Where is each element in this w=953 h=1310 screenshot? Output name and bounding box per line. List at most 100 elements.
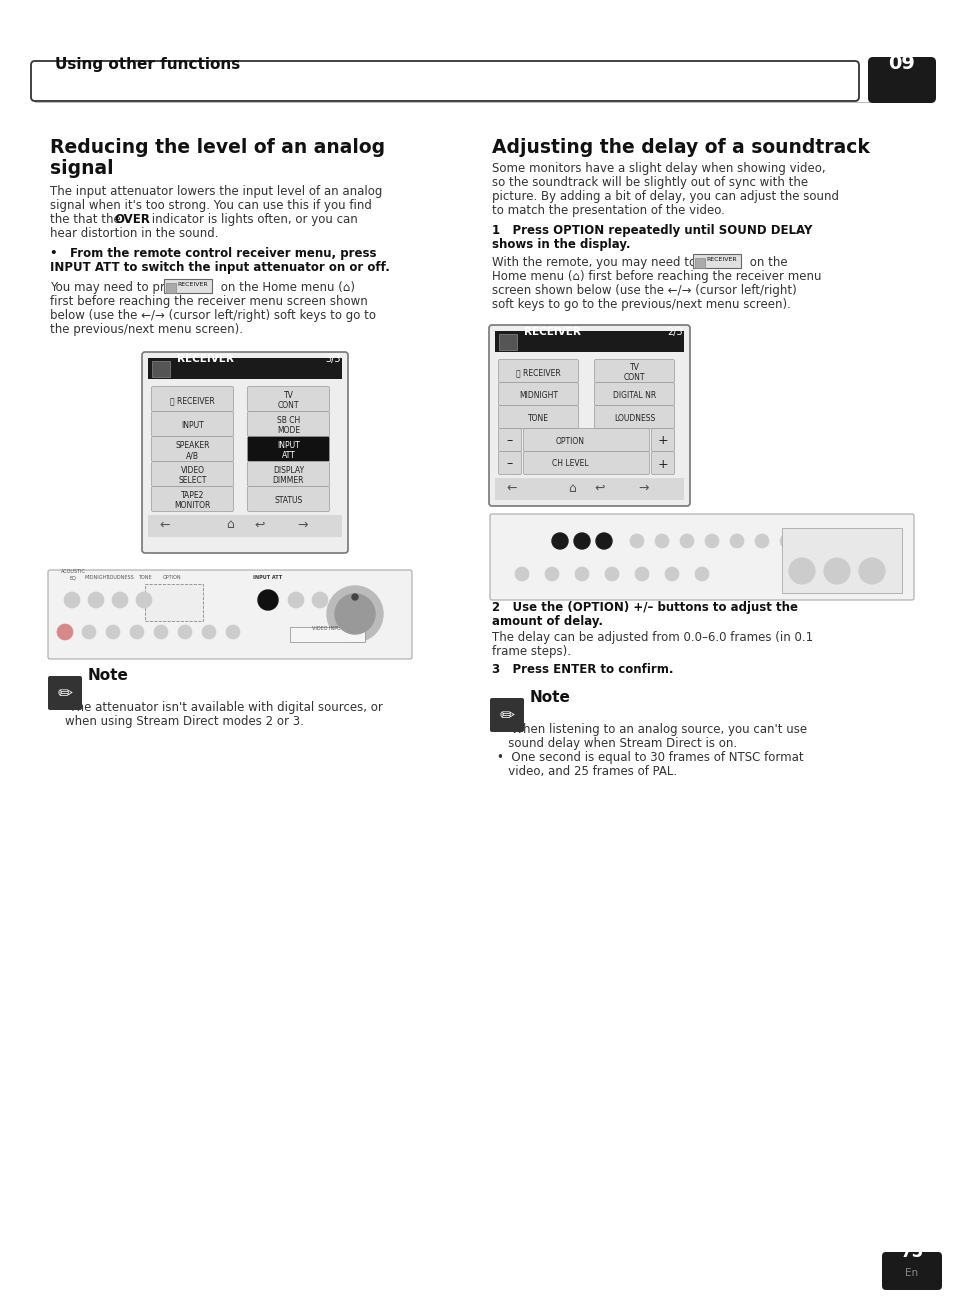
FancyBboxPatch shape <box>145 584 203 621</box>
Circle shape <box>257 590 277 610</box>
Text: INPUT
ATT: INPUT ATT <box>276 440 299 460</box>
Text: RECEIVER: RECEIVER <box>177 354 233 364</box>
FancyBboxPatch shape <box>498 383 578 406</box>
Text: ←: ← <box>159 519 170 532</box>
FancyBboxPatch shape <box>247 386 329 411</box>
Circle shape <box>854 534 868 548</box>
Text: the that the: the that the <box>50 214 125 227</box>
Bar <box>152 362 170 377</box>
Circle shape <box>153 625 168 639</box>
FancyBboxPatch shape <box>882 1252 941 1290</box>
Text: →: → <box>297 519 308 532</box>
FancyBboxPatch shape <box>651 452 674 474</box>
FancyBboxPatch shape <box>152 436 233 461</box>
FancyBboxPatch shape <box>489 325 689 506</box>
Text: –: – <box>506 457 513 470</box>
Circle shape <box>178 625 192 639</box>
Text: MIDNIGHT: MIDNIGHT <box>84 575 110 580</box>
Text: RECEIVER: RECEIVER <box>523 328 580 337</box>
Bar <box>498 334 517 350</box>
Circle shape <box>788 558 814 584</box>
Text: indicator is lights often, or you can: indicator is lights often, or you can <box>148 214 357 227</box>
Text: so the soundtrack will be slightly out of sync with the: so the soundtrack will be slightly out o… <box>492 176 807 189</box>
Circle shape <box>327 586 382 642</box>
Circle shape <box>64 592 80 608</box>
Text: INPUT ATT: INPUT ATT <box>253 575 282 580</box>
Text: TV
CONT: TV CONT <box>277 390 299 410</box>
Text: video, and 25 frames of PAL.: video, and 25 frames of PAL. <box>497 765 677 778</box>
Text: OVER: OVER <box>113 214 150 227</box>
Circle shape <box>655 534 668 548</box>
Text: TAPE2
MONITOR: TAPE2 MONITOR <box>174 491 211 510</box>
FancyBboxPatch shape <box>523 428 649 452</box>
Text: Adjusting the delay of a soundtrack: Adjusting the delay of a soundtrack <box>492 138 869 157</box>
Circle shape <box>829 534 843 548</box>
Circle shape <box>780 534 793 548</box>
Circle shape <box>202 625 215 639</box>
Text: signal when it's too strong. You can use this if you find: signal when it's too strong. You can use… <box>50 199 372 212</box>
Text: below (use the ←/→ (cursor left/right) soft keys to go to: below (use the ←/→ (cursor left/right) s… <box>50 309 375 322</box>
Bar <box>148 515 341 537</box>
Text: 3/3: 3/3 <box>325 354 340 364</box>
Text: Note: Note <box>530 690 570 705</box>
Text: –: – <box>506 435 513 448</box>
Text: CH LEVEL: CH LEVEL <box>551 460 588 469</box>
Text: VIDEO
SELECT: VIDEO SELECT <box>178 466 207 485</box>
FancyBboxPatch shape <box>651 428 674 452</box>
FancyBboxPatch shape <box>142 352 348 553</box>
Text: sound delay when Stream Direct is on.: sound delay when Stream Direct is on. <box>497 738 737 751</box>
Text: ←: ← <box>506 482 517 494</box>
Text: Note: Note <box>88 668 129 683</box>
Text: En: En <box>904 1268 918 1279</box>
Text: 2   Use the (OPTION) +/– buttons to adjust the: 2 Use the (OPTION) +/– buttons to adjust… <box>492 601 797 614</box>
FancyBboxPatch shape <box>152 411 233 436</box>
Circle shape <box>130 625 144 639</box>
FancyBboxPatch shape <box>523 452 649 474</box>
Text: +: + <box>657 457 668 470</box>
Text: ↩: ↩ <box>254 519 265 532</box>
Circle shape <box>729 534 743 548</box>
Text: •   From the remote control receiver menu, press: • From the remote control receiver menu,… <box>50 248 376 259</box>
Circle shape <box>695 567 708 582</box>
Text: screen shown below (use the ←/→ (cursor left/right): screen shown below (use the ←/→ (cursor … <box>492 284 796 297</box>
Text: first before reaching the receiver menu screen shown: first before reaching the receiver menu … <box>50 295 367 308</box>
Circle shape <box>679 534 693 548</box>
Circle shape <box>544 567 558 582</box>
Circle shape <box>312 592 328 608</box>
Circle shape <box>226 625 240 639</box>
FancyBboxPatch shape <box>594 406 674 428</box>
Text: You may need to press: You may need to press <box>50 282 184 293</box>
Text: RECEIVER: RECEIVER <box>706 257 737 262</box>
Text: TONE: TONE <box>527 414 548 423</box>
Text: The input attenuator lowers the input level of an analog: The input attenuator lowers the input le… <box>50 185 382 198</box>
Circle shape <box>575 567 588 582</box>
FancyBboxPatch shape <box>490 698 523 732</box>
Text: •  The attenuator isn't available with digital sources, or: • The attenuator isn't available with di… <box>55 701 382 714</box>
Circle shape <box>112 592 128 608</box>
Text: ACOUSTIC
EQ: ACOUSTIC EQ <box>60 570 86 580</box>
Circle shape <box>664 567 679 582</box>
Circle shape <box>858 558 884 584</box>
Text: ⏻ RECEIVER: ⏻ RECEIVER <box>516 368 560 377</box>
Text: when using Stream Direct modes 2 or 3.: when using Stream Direct modes 2 or 3. <box>65 715 304 728</box>
Text: ⌂: ⌂ <box>567 482 576 494</box>
Text: DISPLAY
DIMMER: DISPLAY DIMMER <box>273 466 304 485</box>
Text: DIGITAL NR: DIGITAL NR <box>612 390 656 400</box>
FancyBboxPatch shape <box>498 406 578 428</box>
Circle shape <box>754 534 768 548</box>
Text: ✏: ✏ <box>57 685 72 703</box>
Circle shape <box>352 593 357 600</box>
Text: RECEIVER: RECEIVER <box>177 282 208 287</box>
Text: TV
CONT: TV CONT <box>623 363 644 383</box>
Text: INPUT ATT to switch the input attenuator on or off.: INPUT ATT to switch the input attenuator… <box>50 261 390 274</box>
Circle shape <box>57 624 73 641</box>
FancyBboxPatch shape <box>164 279 212 293</box>
Text: LOUDNESS: LOUDNESS <box>108 575 134 580</box>
Circle shape <box>804 534 818 548</box>
Text: ⌂: ⌂ <box>226 519 233 532</box>
Bar <box>148 358 341 379</box>
FancyBboxPatch shape <box>594 359 674 383</box>
Circle shape <box>704 534 719 548</box>
Text: SPEAKER
A/B: SPEAKER A/B <box>175 440 210 460</box>
Text: OPTION: OPTION <box>163 575 181 580</box>
